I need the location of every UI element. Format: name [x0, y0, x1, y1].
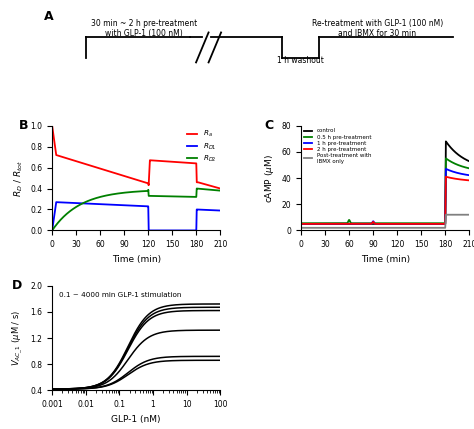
Text: 30 min ~ 2 h pre-treatment
with GLP-1 (100 nM): 30 min ~ 2 h pre-treatment with GLP-1 (1…: [91, 18, 197, 38]
X-axis label: GLP-1 (nM): GLP-1 (nM): [111, 415, 161, 424]
Y-axis label: $V_{AC\_1}$ ($\mu$M / s): $V_{AC\_1}$ ($\mu$M / s): [10, 310, 25, 366]
Text: 1 h washout: 1 h washout: [277, 56, 324, 65]
Text: 0.1 ~ 4000 min GLP-1 stimulation: 0.1 ~ 4000 min GLP-1 stimulation: [59, 292, 181, 298]
Text: Re-treatment with GLP-1 (100 nM)
and IBMX for 30 min: Re-treatment with GLP-1 (100 nM) and IBM…: [312, 18, 443, 38]
Text: B: B: [18, 119, 28, 133]
X-axis label: Time (min): Time (min): [361, 255, 410, 264]
Text: D: D: [12, 279, 22, 292]
Text: A: A: [44, 10, 54, 23]
Legend: $R_a$, $R_{D1}$, $R_{D2}$: $R_a$, $R_{D1}$, $R_{D2}$: [186, 129, 217, 163]
X-axis label: Time (min): Time (min): [112, 255, 161, 264]
Legend: control, 0.5 h pre-treatment, 1 h pre-treatment, 2 h pre-treatment, Post-treatme: control, 0.5 h pre-treatment, 1 h pre-tr…: [304, 128, 371, 164]
Y-axis label: $R_D$ / $R_{tot}$: $R_D$ / $R_{tot}$: [12, 159, 25, 197]
Text: C: C: [264, 119, 273, 133]
Y-axis label: cAMP ($\mu$M): cAMP ($\mu$M): [263, 154, 276, 202]
